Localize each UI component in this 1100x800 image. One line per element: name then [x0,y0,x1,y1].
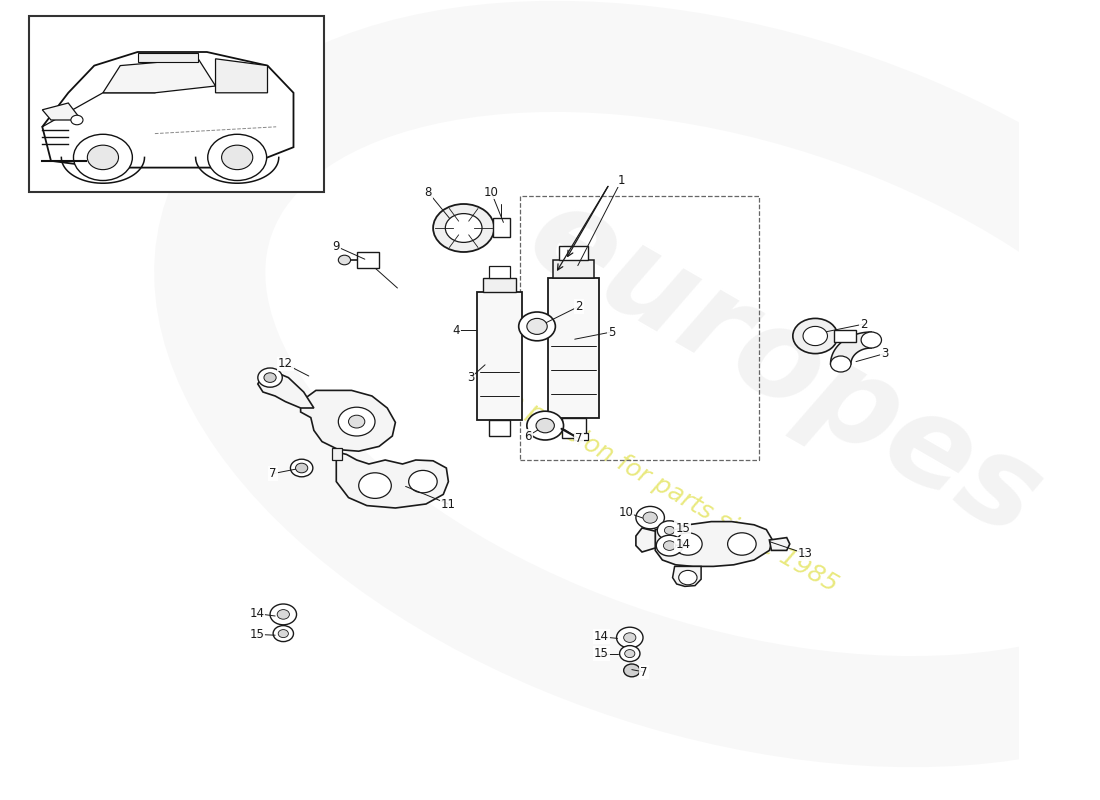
Circle shape [658,521,682,540]
Circle shape [208,134,266,181]
Polygon shape [103,58,216,93]
Polygon shape [337,452,449,508]
Text: 2: 2 [575,300,583,313]
Circle shape [619,646,640,662]
Bar [548,278,600,418]
Polygon shape [636,528,656,552]
Bar [574,433,589,440]
Circle shape [527,318,547,334]
Text: 10: 10 [618,506,634,518]
Circle shape [278,630,288,638]
Circle shape [830,356,851,372]
Circle shape [673,533,702,555]
Polygon shape [42,103,81,120]
Bar [553,261,594,278]
Circle shape [527,411,563,440]
Circle shape [624,633,636,642]
Bar [519,196,759,460]
Text: 15: 15 [250,628,264,641]
Bar [493,218,509,237]
Text: europes: europes [508,173,1062,563]
Circle shape [290,459,312,477]
Text: 14: 14 [250,607,264,620]
Circle shape [679,570,697,585]
Circle shape [663,541,675,550]
Polygon shape [672,566,701,586]
Circle shape [221,145,253,170]
Bar [483,278,516,292]
Text: 7: 7 [575,432,583,445]
Text: a passion for parts since 1985: a passion for parts since 1985 [503,387,843,597]
Polygon shape [830,332,871,364]
Text: 15: 15 [675,522,690,534]
Circle shape [70,115,82,125]
Circle shape [349,415,365,428]
Circle shape [273,626,294,642]
Text: 5: 5 [607,326,615,338]
Circle shape [793,318,838,354]
Circle shape [257,368,283,387]
Text: 7: 7 [270,467,277,480]
Circle shape [359,473,392,498]
Circle shape [861,332,881,348]
Circle shape [519,312,556,341]
Bar [477,292,521,420]
Polygon shape [42,52,294,168]
Circle shape [636,506,664,529]
Circle shape [339,255,351,265]
Text: 15: 15 [594,647,608,660]
Text: 6: 6 [524,430,531,442]
Bar [332,448,342,460]
Circle shape [616,627,644,648]
Circle shape [803,326,827,346]
Bar [490,420,509,436]
Circle shape [74,134,132,181]
Bar [138,53,198,62]
Circle shape [433,204,494,252]
Circle shape [339,407,375,436]
Circle shape [664,526,674,534]
Text: 2: 2 [860,318,868,330]
Polygon shape [216,58,267,93]
Text: 13: 13 [798,547,813,560]
Polygon shape [656,522,772,566]
Text: 4: 4 [453,324,460,337]
Circle shape [408,470,437,493]
Circle shape [87,145,119,170]
Text: 11: 11 [441,498,455,510]
Text: 7: 7 [640,666,648,678]
Bar [560,246,588,261]
Bar [834,330,856,342]
Text: 8: 8 [425,186,431,198]
Circle shape [296,463,308,473]
Circle shape [536,418,554,433]
Polygon shape [769,538,790,550]
Bar [490,266,509,278]
Text: 10: 10 [484,186,498,198]
Circle shape [446,214,482,242]
Text: 1: 1 [618,174,626,186]
Circle shape [264,373,276,382]
Circle shape [624,664,640,677]
Circle shape [644,512,658,523]
Text: 12: 12 [278,358,293,370]
Circle shape [657,535,683,556]
Bar [29,16,324,192]
Bar [356,252,380,268]
Circle shape [271,604,297,625]
Circle shape [625,650,635,658]
Circle shape [727,533,756,555]
Text: 14: 14 [675,538,691,551]
Polygon shape [257,372,314,408]
Text: 3: 3 [881,347,888,360]
Bar [561,418,586,438]
Text: 1: 1 [618,174,626,186]
Text: 9: 9 [332,240,340,253]
Text: 14: 14 [594,630,608,643]
Text: 3: 3 [468,371,474,384]
Polygon shape [300,390,395,451]
Circle shape [277,610,289,619]
